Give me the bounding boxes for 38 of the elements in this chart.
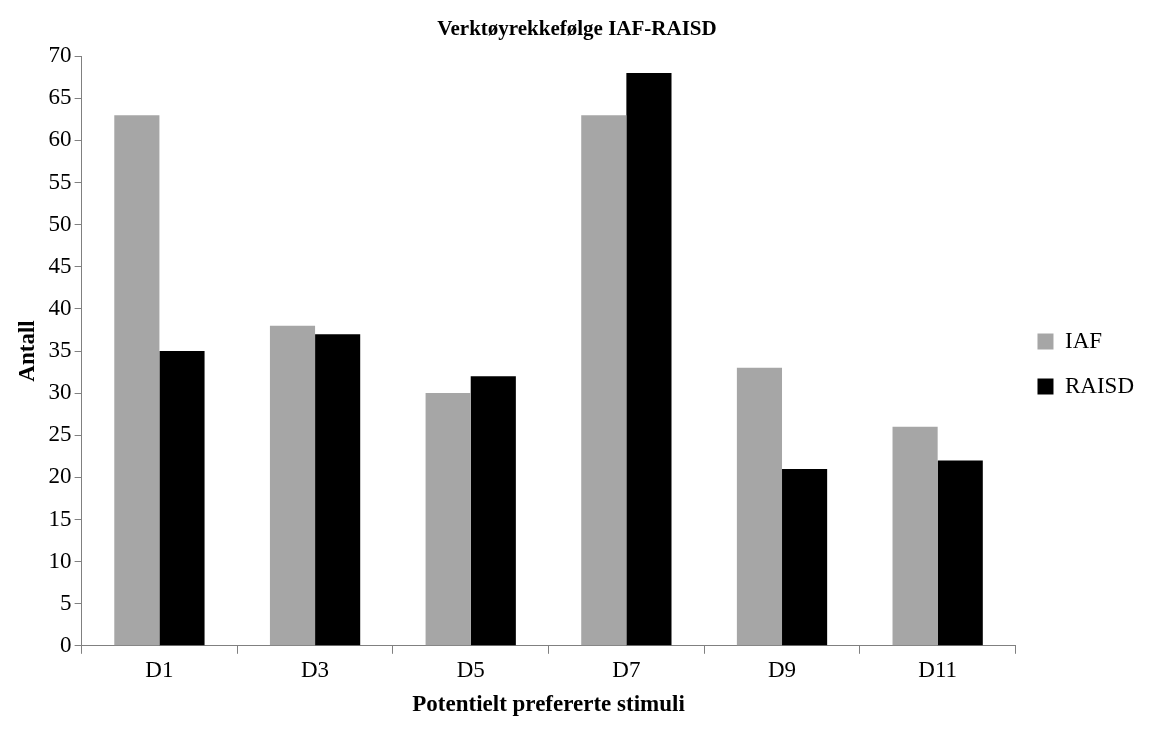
y-tick-label: 0 <box>60 631 72 657</box>
y-tick-label: 15 <box>48 505 72 531</box>
bar <box>937 460 983 646</box>
y-tick-label: 30 <box>48 379 72 405</box>
bar <box>626 73 672 646</box>
y-tick-label: 40 <box>48 294 72 320</box>
y-tick-label: 45 <box>48 252 72 278</box>
x-tick-label: D3 <box>301 656 330 682</box>
bar <box>782 468 828 646</box>
x-tick-label: D1 <box>145 656 174 682</box>
y-tick-label: 35 <box>48 337 72 363</box>
x-tick-label: D5 <box>456 656 485 682</box>
y-tick-label: 50 <box>48 210 72 236</box>
chart-title: Verktøyrekkefølge IAF-RAISD <box>437 16 717 41</box>
bar <box>315 334 361 646</box>
y-tick-label: 20 <box>48 463 72 489</box>
x-axis-title: Potentielt prefererte stimuli <box>412 691 686 717</box>
x-tick-label: D9 <box>767 656 797 682</box>
bar <box>736 367 783 646</box>
bar <box>425 393 471 646</box>
bar <box>269 325 316 646</box>
bar <box>581 115 627 646</box>
bar <box>114 115 160 646</box>
y-tick-label: 60 <box>48 126 72 152</box>
y-tick-label: 10 <box>48 547 72 573</box>
bar <box>159 351 205 646</box>
y-tick-label: 5 <box>60 589 72 615</box>
legend-label: RAISD <box>1064 372 1134 398</box>
x-tick-label: D11 <box>918 656 958 682</box>
bar <box>470 376 516 646</box>
y-tick-label: 65 <box>48 84 72 110</box>
y-tick-label: 25 <box>48 421 72 447</box>
y-tick-label: 55 <box>48 168 72 194</box>
bar <box>892 426 938 646</box>
y-tick-label: 70 <box>48 42 72 68</box>
legend-label: IAF <box>1064 327 1103 353</box>
y-axis-title: Antall <box>13 320 39 382</box>
x-tick-label: D7 <box>612 656 641 682</box>
